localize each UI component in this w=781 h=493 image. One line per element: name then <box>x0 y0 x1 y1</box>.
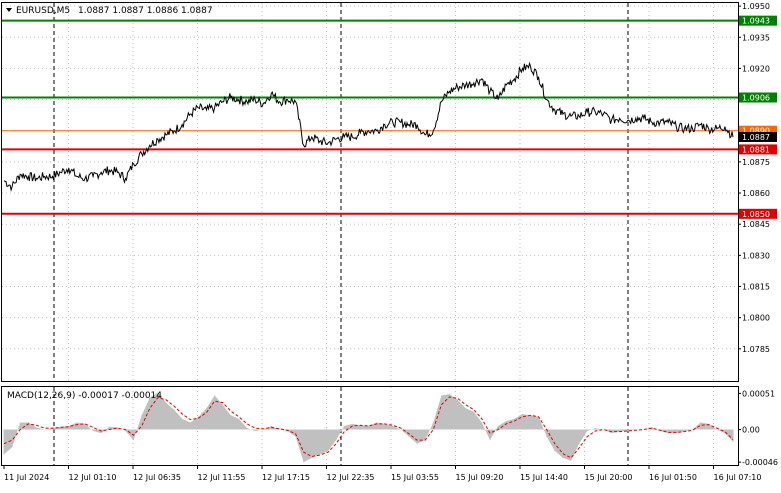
price-tick-label: 1.0860 <box>742 189 770 198</box>
current-price-bg <box>739 131 777 142</box>
price-axis: 1.09501.09351.09201.09051.08901.08751.08… <box>738 2 770 354</box>
price-tick-label: 1.0815 <box>742 283 770 292</box>
price-tick-label: 1.0935 <box>742 33 770 42</box>
level-label: 1.0943 <box>742 17 770 26</box>
macd-tick-label: 0.00051 <box>742 389 775 398</box>
time-tick-label: 15 Jul 09:20 <box>456 473 504 482</box>
chart-header: EURUSD,M5 1.0887 1.0887 1.0886 1.0887 <box>6 6 213 16</box>
level-label-bg <box>739 15 777 26</box>
level-labels-layer: 1.0943 1.0906 1.0890 1.0881 1.0850 1.0887 <box>739 15 777 219</box>
time-tick-label: 15 Jul 14:40 <box>520 473 568 482</box>
level-label-bg <box>739 92 777 103</box>
time-tick-label: 12 Jul 06:35 <box>133 473 181 482</box>
price-tick-label: 1.0845 <box>742 220 770 229</box>
time-tick-label: 16 Jul 01:50 <box>649 473 697 482</box>
time-axis: 11 Jul 2024 12 Jul 01:10 12 Jul 06:35 12 Ju… <box>3 465 762 482</box>
macd-axis: 0.00051 0.00 -0.00046 <box>738 389 778 467</box>
time-tick-label: 12 Jul 11:55 <box>198 473 246 482</box>
session-divider-layer <box>53 3 629 465</box>
price-tick-label: 1.0875 <box>742 158 770 167</box>
level-label: 1.0890 <box>742 127 770 136</box>
level-label: 1.0881 <box>742 145 770 154</box>
price-tick-label: 1.0785 <box>742 345 770 354</box>
time-tick-label: 16 Jul 07:10 <box>714 473 762 482</box>
macd-layer <box>3 392 734 463</box>
current-price-label: 1.0887 <box>742 133 770 142</box>
macd-signal-line <box>3 396 734 459</box>
time-tick-label: 15 Jul 20:00 <box>585 473 633 482</box>
price-tick-label: 1.0800 <box>742 314 770 323</box>
symbol-label: EURUSD,M5 <box>16 6 70 16</box>
level-label: 1.0906 <box>742 94 770 103</box>
time-tick-label: 15 Jul 03:55 <box>391 473 439 482</box>
time-tick-label: 12 Jul 22:35 <box>327 473 375 482</box>
level-lines-layer <box>2 19 738 215</box>
price-tick-label: 1.0830 <box>742 251 770 260</box>
macd-tick-label: -0.00046 <box>742 458 778 467</box>
time-tick-label: 12 Jul 17:15 <box>262 473 310 482</box>
price-plot-frame <box>1 2 739 382</box>
price-line <box>3 61 734 192</box>
price-series-layer <box>3 61 734 192</box>
price-tick-label: 1.0950 <box>742 2 770 11</box>
symbol-dropdown-icon[interactable] <box>6 8 12 12</box>
level-label-bg <box>739 144 777 155</box>
macd-label: MACD(12,26,9) -0.00017 -0.00014 <box>7 391 162 401</box>
level-label-bg <box>739 208 777 219</box>
price-tick-label: 1.0920 <box>742 64 770 73</box>
macd-tick-label: 0.00 <box>742 426 760 435</box>
level-label-bg <box>739 125 777 136</box>
time-tick-label: 11 Jul 2024 <box>4 473 49 482</box>
time-tick-label: 12 Jul 01:10 <box>69 473 117 482</box>
ohlc-label: 1.0887 1.0887 1.0886 1.0887 <box>78 6 213 16</box>
level-label: 1.0850 <box>742 210 770 219</box>
